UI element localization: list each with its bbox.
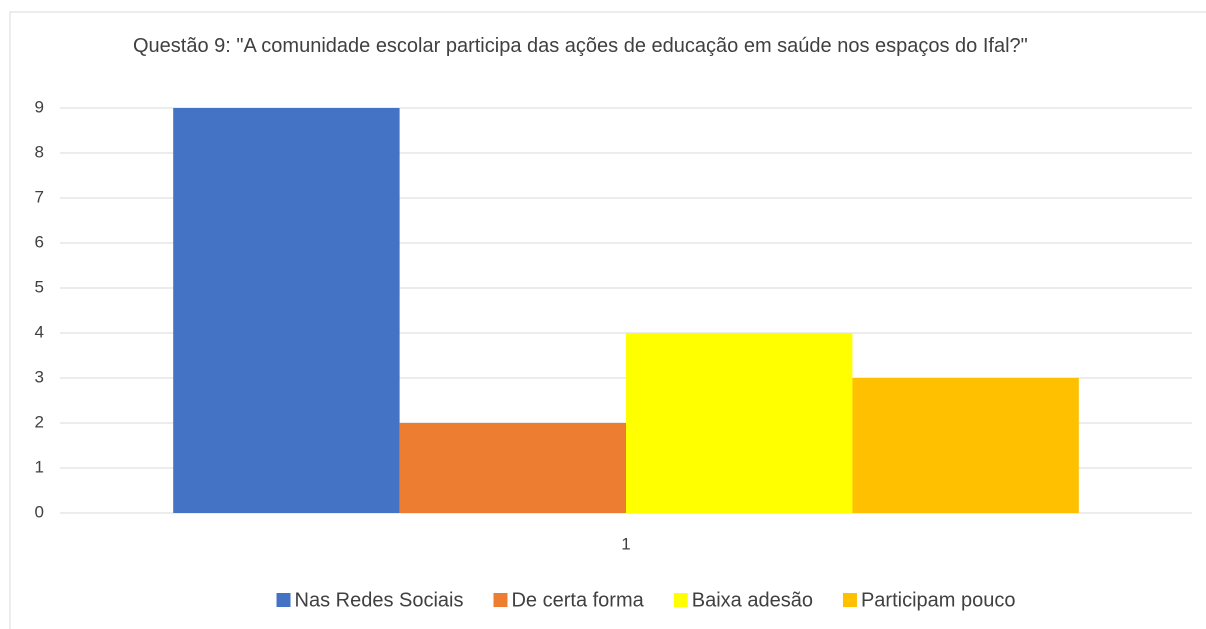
bar [852, 378, 1079, 513]
legend-swatch [493, 593, 508, 607]
y-tick-label: 8 [35, 142, 44, 161]
y-tick-label: 0 [35, 502, 44, 521]
legend-label: Baixa adesão [692, 589, 813, 611]
legend-label: Participam pouco [861, 589, 1016, 611]
bar [173, 108, 400, 513]
y-tick-label: 1 [35, 457, 44, 476]
x-tick-label: 1 [621, 534, 630, 553]
chart-border [9, 11, 1206, 629]
y-tick-label: 4 [35, 322, 44, 341]
y-tick-label: 3 [35, 367, 44, 386]
legend-swatch [276, 593, 291, 607]
legend-label: De certa forma [511, 589, 644, 611]
y-tick-label: 2 [35, 412, 44, 431]
y-tick-label: 9 [35, 97, 44, 116]
y-tick-label: 7 [35, 187, 44, 206]
legend-label: Nas Redes Sociais [295, 589, 464, 611]
y-tick-label: 6 [35, 232, 44, 251]
chart-title: Questão 9: "A comunidade escolar partici… [133, 35, 1028, 57]
bar [626, 333, 853, 513]
legend-swatch [842, 593, 857, 607]
bar [399, 423, 626, 513]
legend-swatch [673, 593, 688, 607]
y-tick-label: 5 [35, 277, 44, 296]
